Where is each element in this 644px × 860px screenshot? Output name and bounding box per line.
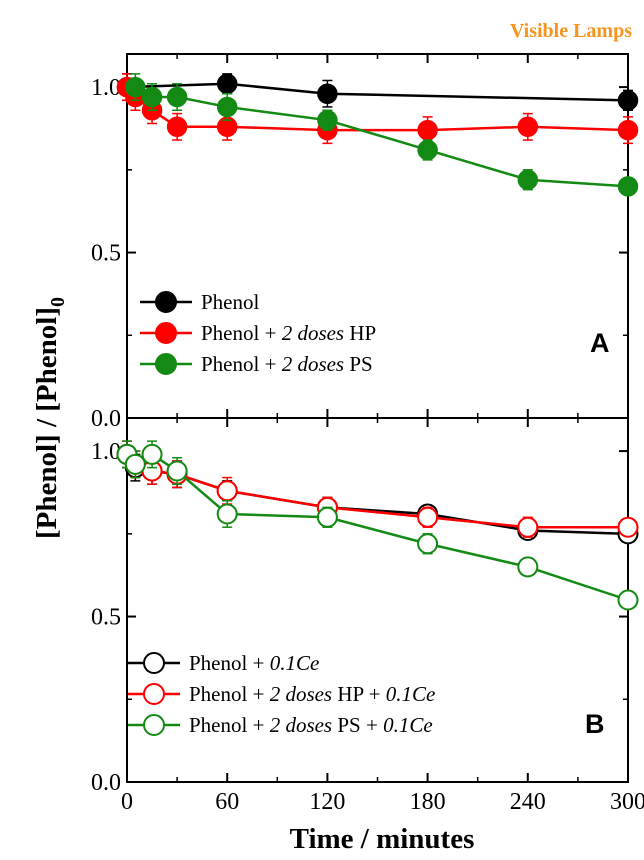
panel-b-x-tick-label: 0 bbox=[121, 789, 133, 815]
panel-b-series-green-point bbox=[216, 503, 238, 525]
panel-a-series-green-point bbox=[317, 109, 338, 131]
panel-b-legend-label: Phenol + 0.1Ce bbox=[189, 651, 319, 675]
panel-b-series-green-point bbox=[124, 453, 146, 475]
panel-b-y-tick-label: 0.5 bbox=[91, 605, 121, 631]
panel-a-series-black-point bbox=[317, 83, 338, 104]
panel-b-series-green-point bbox=[417, 533, 439, 555]
legend-label-part: HP bbox=[344, 321, 376, 345]
panel-b-legend-marker bbox=[143, 683, 165, 705]
panel-b-x-tick-label: 60 bbox=[215, 789, 239, 815]
visible-lamps-label: Visible Lamps bbox=[510, 20, 632, 42]
panel-a-series-black-point bbox=[617, 90, 639, 111]
y-axis-title: [Phenol] / [Phenol]0 bbox=[31, 297, 69, 539]
panel-b-series-black-line bbox=[125, 453, 629, 536]
legend-label-part: 2 doses bbox=[270, 713, 332, 737]
panel-b-series-green bbox=[116, 440, 639, 611]
legend-label-part: PS bbox=[344, 352, 373, 376]
legend-label-part: Phenol + bbox=[201, 321, 282, 345]
panel-a-legend-marker bbox=[155, 291, 177, 313]
panel-a-legend-label: Phenol + 2 doses PS bbox=[201, 352, 373, 376]
panel-b-legend-marker bbox=[143, 652, 165, 674]
panel-a-legend-label: Phenol bbox=[201, 290, 260, 314]
panel-a-series-red-point bbox=[417, 119, 438, 141]
panel-a-legend-marker bbox=[155, 353, 177, 375]
panel-a-series-red-point bbox=[166, 116, 188, 138]
legend-label-part: Phenol + bbox=[189, 713, 270, 737]
x-axis-title: Time / minutes bbox=[290, 823, 475, 855]
panel-b-x-tick-label: 300 bbox=[610, 789, 644, 815]
panel-b-series-red-point bbox=[216, 480, 238, 502]
panel-a-legend-marker bbox=[155, 322, 177, 344]
panel-a-series-black-point bbox=[216, 73, 238, 95]
panel-b-legend-label: Phenol + 2 doses PS + 0.1Ce bbox=[189, 713, 433, 737]
panel-b-series-red-point bbox=[617, 516, 639, 538]
legend-label-part: PS + bbox=[332, 713, 383, 737]
panel-a-series-green-line bbox=[134, 86, 629, 188]
panel-a-series-green bbox=[125, 73, 639, 197]
panel-b-y-tick-label: 0.0 bbox=[91, 770, 121, 796]
legend-label-part: Phenol + bbox=[189, 651, 270, 675]
panel-b-series-red-point bbox=[517, 516, 539, 538]
panel-b-series-red-line bbox=[126, 453, 628, 529]
panel-b-series-green-point bbox=[166, 460, 188, 482]
panel-a-series-green-point bbox=[216, 96, 238, 118]
panel-a-series-green-point bbox=[617, 176, 639, 197]
panel-a-series-red-line bbox=[126, 86, 629, 132]
panel-a-series-red-point bbox=[617, 119, 639, 141]
legend-label-part: 2 doses bbox=[270, 682, 332, 706]
panel-a-label: A bbox=[590, 328, 610, 358]
panel-a-series-black bbox=[116, 73, 639, 112]
legend-label-part: HP + bbox=[332, 682, 386, 706]
panel-a-series-black-line bbox=[126, 82, 629, 102]
panel-a-series-green-point bbox=[166, 86, 188, 108]
panel-b-legend-label: Phenol + 2 doses HP + 0.1Ce bbox=[189, 682, 435, 706]
legend-label-part: Phenol + bbox=[201, 352, 282, 376]
legend-label-part: 0.1Ce bbox=[386, 682, 436, 706]
panel-a-series-green-point bbox=[517, 169, 539, 190]
panel-b-series-green-point bbox=[517, 556, 539, 578]
panel-a-y-tick-label: 0.0 bbox=[91, 406, 121, 432]
panel-b-series-green-point bbox=[617, 589, 639, 611]
legend-label-part: 2 doses bbox=[282, 352, 344, 376]
panel-b-series-red-point bbox=[417, 506, 439, 528]
panel-b-x-tick-label: 120 bbox=[309, 789, 345, 815]
legend-label-part: 2 doses bbox=[282, 321, 344, 345]
panel-a-series-green-point bbox=[125, 76, 146, 98]
panel-a-series-red-point bbox=[517, 116, 539, 138]
panel-b-label: B bbox=[585, 709, 605, 739]
panel-b-series-green-point bbox=[316, 506, 338, 528]
panel-a-series-green-point bbox=[141, 86, 163, 108]
panel-b-y-tick-label: 1.0 bbox=[91, 439, 121, 465]
legend-label-part: 0.1Ce bbox=[383, 713, 433, 737]
panel-b-legend-marker bbox=[143, 714, 165, 736]
y-axis-title-main: [Phenol] / [Phenol] bbox=[31, 307, 63, 539]
panel-a-y-tick-label: 1.0 bbox=[91, 75, 121, 101]
panel-a-legend-label: Phenol + 2 doses HP bbox=[201, 321, 376, 345]
panel-b-series-green-point bbox=[141, 443, 163, 465]
panel-b-series-red bbox=[116, 440, 639, 538]
legend-label-part: Phenol + bbox=[189, 682, 270, 706]
y-axis-title-subscript: 0 bbox=[47, 297, 69, 307]
panel-b-x-tick-label: 180 bbox=[410, 789, 446, 815]
panel-a-y-tick-label: 0.5 bbox=[91, 241, 121, 267]
panel-b-x-tick-label: 240 bbox=[510, 789, 546, 815]
panel-a-series-green-point bbox=[417, 139, 438, 161]
legend-label-part: 0.1Ce bbox=[270, 651, 320, 675]
legend-label-part: Phenol bbox=[201, 290, 260, 314]
